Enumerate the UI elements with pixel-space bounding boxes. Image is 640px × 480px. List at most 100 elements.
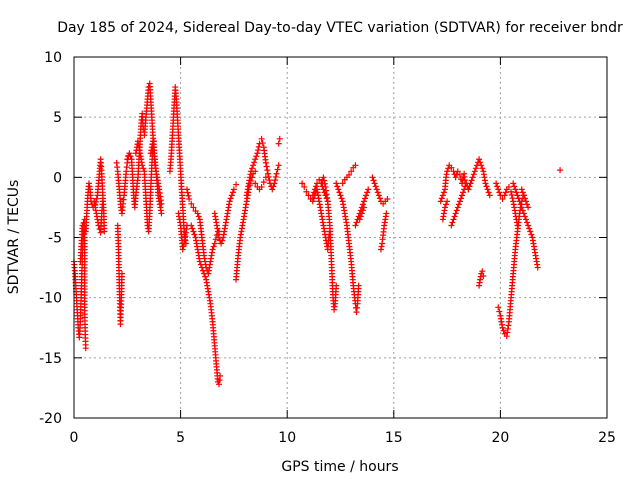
y-tick-label: 10 (44, 50, 62, 66)
data-point (312, 183, 319, 190)
data-point (191, 231, 198, 238)
data-point (499, 195, 506, 202)
data-point (201, 270, 208, 277)
y-tick-label: -15 (39, 351, 62, 367)
data-point (369, 174, 376, 181)
data-point (194, 210, 201, 217)
data-point (557, 167, 564, 174)
data-point (514, 192, 521, 199)
data-point (233, 181, 240, 188)
data-point (247, 168, 254, 175)
data-point (363, 192, 370, 199)
data-point (459, 192, 466, 199)
data-point (316, 176, 323, 183)
data-point (275, 162, 282, 169)
data-point (226, 198, 233, 205)
data-point (188, 222, 195, 229)
data-point (515, 195, 522, 202)
data-point (508, 188, 515, 195)
data-point (190, 204, 197, 211)
data-point (479, 165, 486, 172)
data-point (456, 198, 463, 205)
data-point (519, 207, 526, 214)
data-point (255, 147, 262, 154)
data-point (525, 222, 532, 229)
data-point (370, 177, 377, 184)
data-point (140, 165, 147, 172)
x-tick-label: 15 (385, 430, 403, 446)
data-point (195, 213, 202, 220)
data-point (252, 156, 259, 163)
data-point (456, 171, 463, 178)
data-point (525, 204, 532, 211)
data-point (495, 304, 502, 311)
data-point (505, 183, 512, 190)
data-point (484, 186, 491, 193)
data-point (99, 198, 106, 205)
data-point (251, 159, 258, 166)
data-point (357, 213, 364, 220)
data-point (364, 189, 371, 196)
data-point (499, 324, 506, 331)
data-point (265, 170, 272, 177)
data-point (360, 204, 367, 211)
data-point (299, 180, 306, 187)
data-point (196, 258, 203, 265)
data-point (443, 201, 450, 208)
data-point (346, 171, 353, 178)
data-point (468, 177, 475, 184)
y-tick-label: -10 (39, 291, 62, 307)
data-point (202, 273, 209, 280)
data-point (338, 195, 345, 202)
data-point (139, 162, 146, 169)
data-point (199, 267, 206, 274)
data-point (181, 240, 188, 247)
data-point (360, 198, 367, 205)
data-point (209, 246, 216, 253)
data-point (500, 327, 507, 334)
data-point (198, 264, 205, 271)
data-point (494, 183, 501, 190)
data-point (520, 210, 527, 217)
data-point (450, 216, 457, 223)
data-point (524, 219, 531, 226)
data-point (264, 167, 271, 174)
data-point (467, 180, 474, 187)
data-point (439, 192, 446, 199)
data-point (486, 192, 493, 199)
data-point (274, 166, 281, 173)
y-axis-label: SDTVAR / TECUs (6, 180, 22, 295)
data-point (263, 163, 270, 170)
data-point (372, 183, 379, 190)
data-point (453, 171, 460, 178)
data-point (259, 140, 266, 147)
data-point (495, 186, 502, 193)
data-point (371, 180, 378, 187)
data-point (249, 165, 256, 172)
x-tick-label: 0 (70, 430, 79, 446)
data-point (336, 189, 343, 196)
data-point (496, 189, 503, 196)
data-point (496, 308, 503, 315)
data-point (480, 273, 487, 280)
data-point (510, 180, 517, 187)
y-tick-label: -5 (48, 231, 62, 247)
data-point (466, 183, 473, 190)
data-point (188, 200, 195, 207)
data-point (448, 222, 455, 229)
data-point (358, 210, 365, 217)
data-point (82, 345, 89, 352)
data-point (229, 189, 236, 196)
data-point (339, 180, 346, 187)
data-point (262, 159, 269, 166)
data-point (184, 189, 191, 196)
data-point (101, 228, 108, 235)
data-point (513, 189, 520, 196)
data-point (258, 135, 265, 142)
data-point (502, 189, 509, 196)
data-point (272, 177, 279, 184)
data-point (301, 183, 308, 190)
data-point (460, 189, 467, 196)
data-point (217, 372, 224, 379)
data-point (524, 201, 531, 208)
